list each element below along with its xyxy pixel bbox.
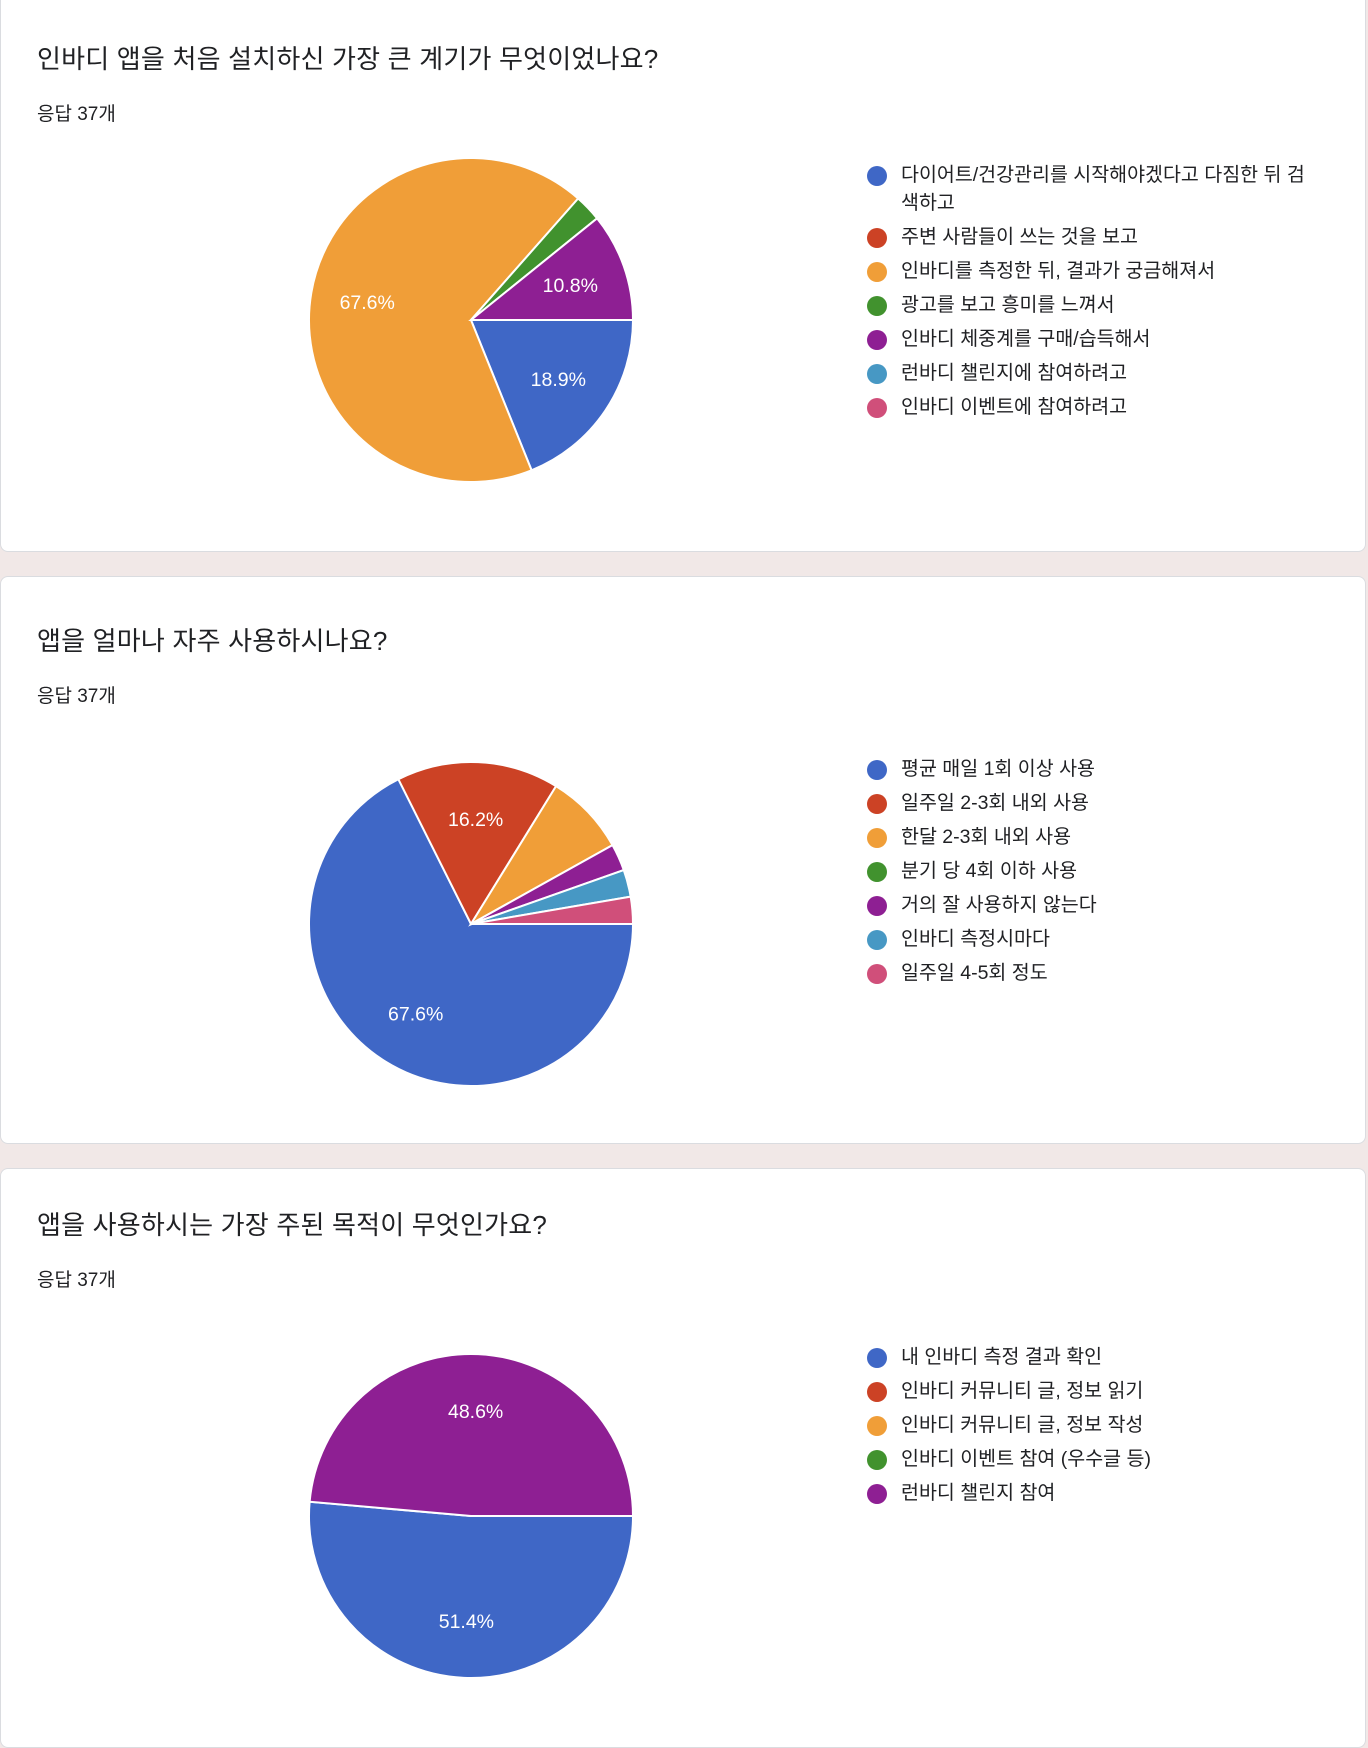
pie-chart-usage-frequency: 67.6% 16.2% [308,761,635,1087]
legend-color-dot [867,330,887,350]
legend-item[interactable]: 분기 당 4회 이하 사용 [867,857,1307,885]
legend-item[interactable]: 런바디 챌린지에 참여하려고 [867,359,1307,387]
question-title: 앱을 사용하시는 가장 주된 목적이 무엇인가요? [37,1210,548,1240]
slice-percent-label: 67.6% [340,292,395,314]
legend-item[interactable]: 인바디 이벤트에 참여하려고 [867,393,1307,421]
legend-item[interactable]: 광고를 보고 흥미를 느껴서 [867,291,1307,319]
legend-color-dot [867,262,887,282]
slice-percent-label: 48.6% [448,1401,503,1423]
pie-slice[interactable] [308,777,635,1087]
legend-color-dot [867,828,887,848]
legend-color-dot [867,862,887,882]
legend-color-dot [867,1484,887,1504]
question-card-usage-frequency: 앱을 얼마나 자주 사용하시나요? 응답 37개 67.6% 16.2% 평균 매… [0,576,1366,1144]
slice-percent-label: 51.4% [439,1611,494,1633]
question-title: 앱을 얼마나 자주 사용하시나요? [37,626,388,656]
slice-percent-label: 16.2% [448,809,503,831]
legend-item[interactable]: 인바디 체중계를 구매/습득해서 [867,325,1307,353]
legend-item[interactable]: 인바디 커뮤니티 글, 정보 읽기 [867,1377,1307,1405]
legend-item[interactable]: 인바디 커뮤니티 글, 정보 작성 [867,1411,1307,1439]
legend-item[interactable]: 주변 사람들이 쓰는 것을 보고 [867,223,1307,251]
legend-color-dot [867,398,887,418]
slice-percent-label: 18.9% [531,369,586,391]
legend-label: 인바디 측정시마다 [901,928,1050,950]
legend-item[interactable]: 런바디 챌린지 참여 [867,1479,1307,1507]
legend-label: 런바디 챌린지에 참여하려고 [901,362,1128,384]
legend-color-dot [867,1382,887,1402]
legend-label: 일주일 4-5회 정도 [901,962,1048,984]
legend-color-dot [867,930,887,950]
response-count: 응답 37개 [37,686,116,707]
legend-item[interactable]: 일주일 2-3회 내외 사용 [867,789,1307,817]
legend-color-dot [867,760,887,780]
legend-color-dot [867,364,887,384]
pie-chart-main-purpose: 51.4% 48.6% [308,1353,635,1679]
legend-color-dot [867,794,887,814]
legend-label: 인바디 이벤트 참여 (우수글 등) [901,1448,1151,1470]
legend-label: 평균 매일 1회 이상 사용 [901,758,1095,780]
response-count: 응답 37개 [37,1270,116,1291]
legend-item[interactable]: 인바디 이벤트 참여 (우수글 등) [867,1445,1307,1473]
legend-color-dot [867,1416,887,1436]
legend-color-dot [867,296,887,316]
pie-chart-install-reason: 18.9% 67.6% 10.8% [308,157,635,483]
legend-label: 일주일 2-3회 내외 사용 [901,792,1089,814]
legend-item[interactable]: 인바디 측정시마다 [867,925,1307,953]
pie-slice[interactable] [469,319,635,472]
legend-label: 인바디 커뮤니티 글, 정보 읽기 [901,1380,1144,1402]
legend-label: 인바디 체중계를 구매/습득해서 [901,328,1151,350]
legend-label: 다이어트/건강관리를 시작해야겠다고 다짐한 뒤 검색하고 [901,164,1305,214]
question-card-main-purpose: 앱을 사용하시는 가장 주된 목적이 무엇인가요? 응답 37개 51.4% 48… [0,1168,1366,1748]
legend-color-dot [867,896,887,916]
legend-item[interactable]: 거의 잘 사용하지 않는다 [867,891,1307,919]
legend-item[interactable]: 인바디를 측정한 뒤, 결과가 궁금해져서 [867,257,1307,285]
legend-item[interactable]: 다이어트/건강관리를 시작해야겠다고 다짐한 뒤 검색하고 [867,161,1307,217]
legend-label: 주변 사람들이 쓰는 것을 보고 [901,226,1138,248]
legend-item[interactable]: 일주일 4-5회 정도 [867,959,1307,987]
legend-item[interactable]: 평균 매일 1회 이상 사용 [867,755,1307,783]
legend-color-dot [867,166,887,186]
legend-color-dot [867,1450,887,1470]
legend-label: 내 인바디 측정 결과 확인 [901,1346,1103,1368]
legend-item[interactable]: 내 인바디 측정 결과 확인 [867,1343,1307,1371]
legend-label: 인바디 커뮤니티 글, 정보 작성 [901,1414,1144,1436]
legend-label: 런바디 챌린지 참여 [901,1482,1056,1504]
pie-slice[interactable] [308,1353,635,1517]
legend-label: 거의 잘 사용하지 않는다 [901,894,1097,916]
legend-color-dot [867,228,887,248]
question-title: 인바디 앱을 처음 설치하신 가장 큰 계기가 무엇이었나요? [37,44,659,74]
legend-item[interactable]: 한달 2-3회 내외 사용 [867,823,1307,851]
question-card-install-reason: 인바디 앱을 처음 설치하신 가장 큰 계기가 무엇이었나요? 응답 37개 1… [0,0,1366,552]
slice-percent-label: 67.6% [388,1004,443,1026]
response-count: 응답 37개 [37,104,116,125]
pie-slice[interactable] [468,216,635,321]
slice-percent-label: 10.8% [543,275,598,297]
pie-slice[interactable] [397,761,558,927]
legend-label: 광고를 보고 흥미를 느껴서 [901,294,1115,316]
pie-slice[interactable] [308,157,580,483]
legend-label: 분기 당 4회 이하 사용 [901,860,1078,882]
legend-label: 한달 2-3회 내외 사용 [901,826,1072,848]
legend-color-dot [867,964,887,984]
pie-slice[interactable] [470,895,635,925]
legend-label: 인바디를 측정한 뒤, 결과가 궁금해져서 [901,260,1216,282]
legend-label: 인바디 이벤트에 참여하려고 [901,396,1128,418]
pie-slice[interactable] [308,1500,635,1679]
legend-color-dot [867,1348,887,1368]
